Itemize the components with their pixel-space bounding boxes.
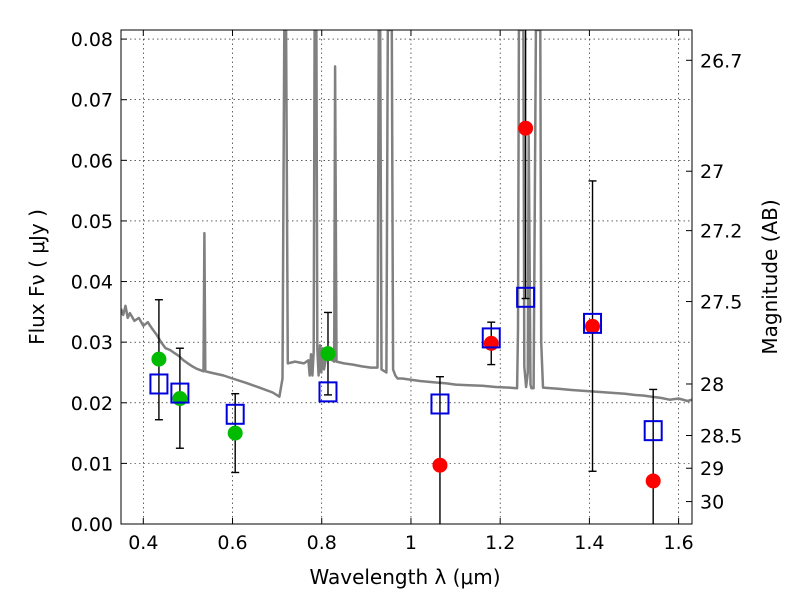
- y-tick-label: 0.00: [71, 514, 113, 536]
- data-point: [151, 351, 167, 367]
- y-tick-label: 0.03: [71, 332, 113, 354]
- data-point: [172, 391, 188, 407]
- model-point: [643, 420, 663, 442]
- right-tick-label: 27.2: [700, 221, 742, 243]
- x-tick-label: 1.4: [574, 532, 604, 554]
- right-axis-label: Magnitude (AB): [758, 199, 782, 354]
- plot-frame: [120, 29, 693, 525]
- data-point: [518, 120, 534, 136]
- plot-area: [121, 30, 692, 524]
- data-point: [320, 346, 336, 362]
- right-tick-label: 30: [700, 492, 724, 514]
- ticks: 0.4 0.6 0.8 1 1.2 1.4 1.6 0.00 0.01 0.02 0.03 0.04 0…: [71, 29, 743, 554]
- right-tick-label: 27.5: [700, 292, 742, 314]
- data-point: [483, 335, 499, 351]
- data-point: [432, 457, 448, 473]
- x-tick-label: 0.4: [128, 532, 158, 554]
- right-tick-label: 26.7: [700, 50, 742, 72]
- x-tick-label: 0.8: [307, 532, 337, 554]
- model-point: [149, 373, 169, 395]
- model-point: [170, 382, 190, 404]
- model-point: [318, 381, 338, 403]
- data-point: [227, 425, 243, 441]
- right-tick-label: 29: [700, 458, 724, 480]
- right-tick-label: 28.5: [700, 426, 742, 448]
- x-tick-label: 0.6: [217, 532, 247, 554]
- data-point: [645, 473, 661, 489]
- y-tick-label: 0.05: [71, 211, 113, 233]
- spectrum-layer: [121, 30, 692, 403]
- model-point: [583, 312, 603, 334]
- data-point: [585, 318, 601, 334]
- right-tick-label: 27: [700, 161, 724, 183]
- model-point: [225, 403, 245, 425]
- model-point: [481, 327, 501, 349]
- x-axis-label: Wavelength λ (μm): [309, 565, 500, 589]
- y-tick-label: 0.01: [71, 453, 113, 475]
- spectrum-line: [121, 30, 692, 403]
- data-markers: [149, 120, 663, 489]
- x-tick-label: 1.6: [664, 532, 694, 554]
- model-point: [516, 286, 536, 308]
- y-tick-label: 0.06: [71, 150, 113, 172]
- y-tick-label: 0.04: [71, 272, 113, 294]
- x-tick-label: 1.2: [485, 532, 515, 554]
- y-tick-label: 0.02: [71, 393, 113, 415]
- right-tick-label: 28: [700, 374, 724, 396]
- model-point: [430, 393, 450, 415]
- y-tick-label: 0.08: [71, 29, 113, 51]
- y-tick-label: 0.07: [71, 90, 113, 112]
- y-axis-label: Flux Fν ( μJy ): [25, 209, 49, 345]
- x-tick-label: 1: [405, 532, 417, 554]
